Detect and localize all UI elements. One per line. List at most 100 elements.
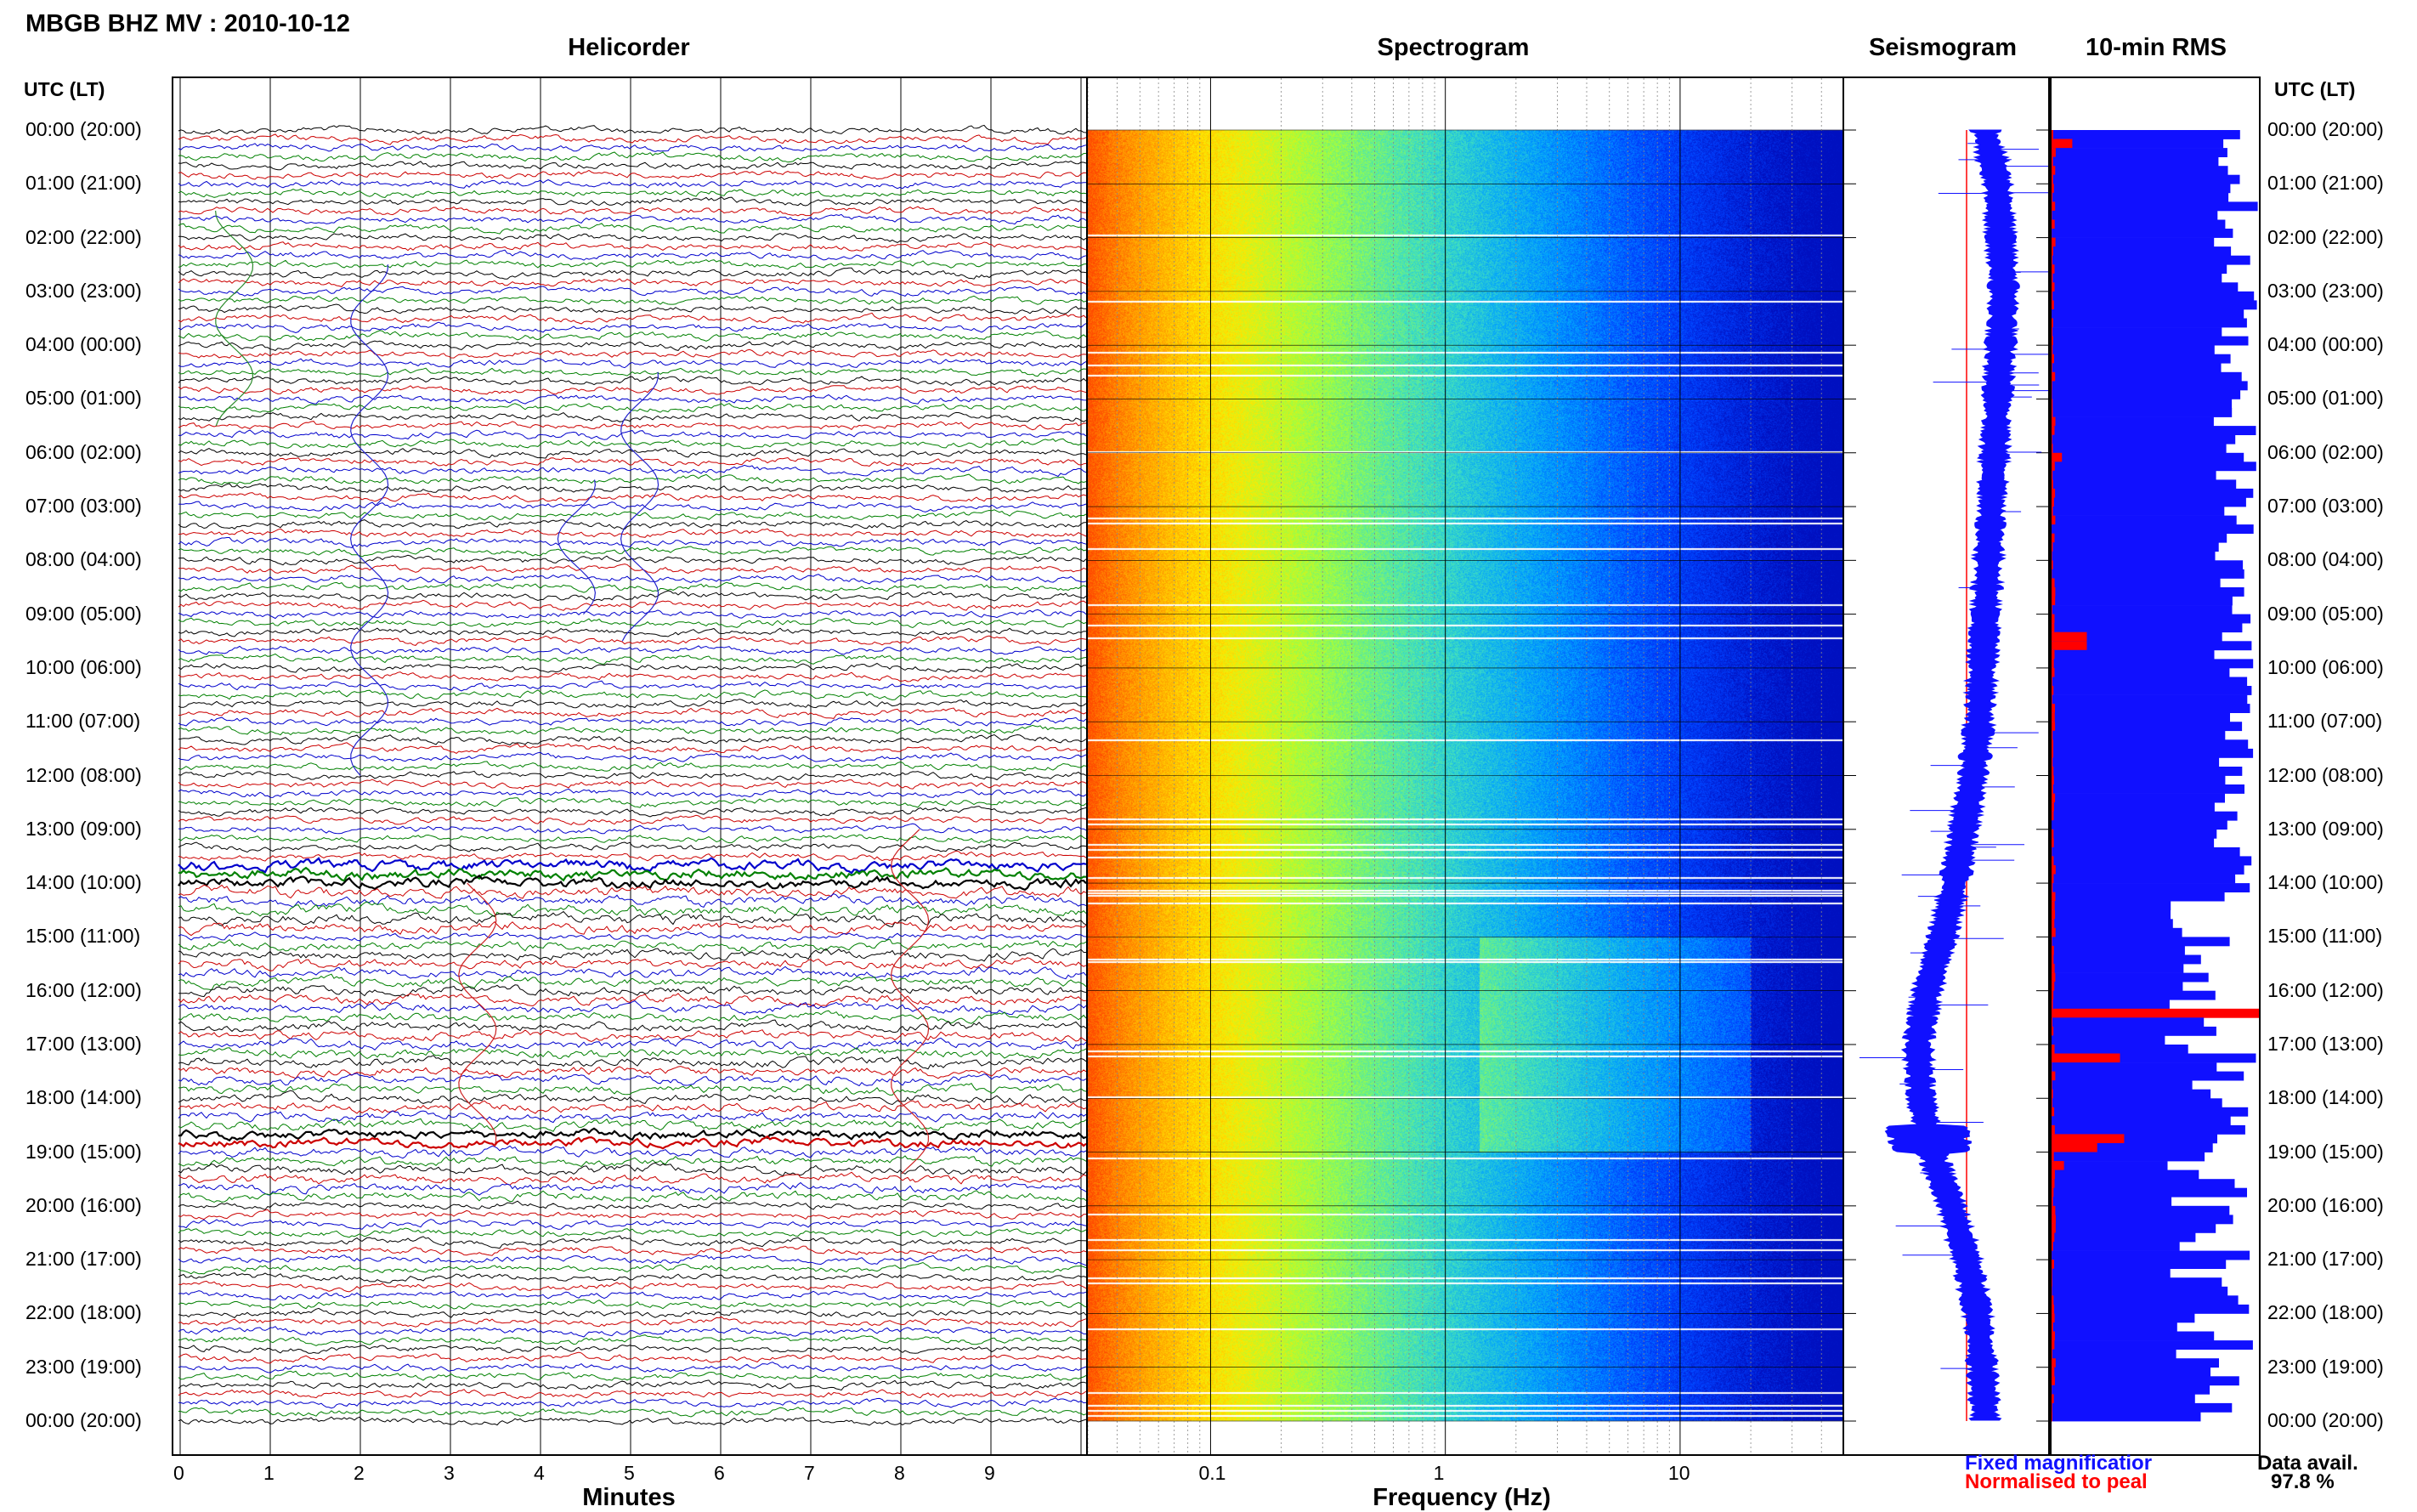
helicorder-trace [178,359,1086,368]
seismogram-panel [1842,76,2050,1456]
rms-normalised-bar [2052,489,2055,498]
helicorder-trace [178,681,1086,691]
minute-tick-label: 3 [444,1462,455,1485]
helicorder-trace [178,1308,1086,1317]
helicorder-trace [178,1228,1086,1237]
helicorder-trace [178,304,1086,314]
helicorder-trace [178,690,1086,700]
rms-normalised-bar [2052,148,2056,157]
time-tick-label: 20:00 (16:00) [2267,1194,2384,1217]
seismogram-title: Seismogram [1841,34,2045,62]
seismogram-plot [1844,78,2048,1454]
rms-bar [2052,220,2225,229]
helicorder-trace [178,313,1086,324]
helicorder-trace [178,268,1086,279]
rms-bar [2052,919,2173,928]
rms-bar [2052,462,2256,471]
rms-normalised-bar [2052,220,2055,229]
rms-bar [2052,659,2253,668]
time-tick-label: 07:00 (03:00) [2267,495,2384,518]
time-tick-label: 03:00 (23:00) [25,280,142,303]
rms-bar [2052,1277,2222,1287]
rms-normalised-bar [2052,856,2054,865]
helicorder-trace [178,279,1086,286]
minute-tick-label: 5 [624,1462,635,1485]
rms-bar [2052,372,2242,382]
helicorder-trace [178,546,1086,557]
rms-bar [2052,274,2222,283]
rms-bar [2052,569,2244,579]
time-tick-label: 08:00 (04:00) [25,548,142,571]
rms-bar [2052,1035,2165,1045]
rms-bar [2052,1107,2248,1117]
rms-bar [2052,184,2230,193]
rms-normalised-bar [2052,264,2055,274]
rms-bar [2052,534,2227,543]
rms-normalised-bar [2052,157,2053,167]
rms-bar [2052,524,2254,534]
rms-normalised-bar [2052,875,2054,884]
rms-bar [2052,1269,2171,1278]
rms-bar [2052,1251,2250,1260]
rms-normalised-bar [2052,282,2055,292]
rms-normalised-bar [2052,534,2055,543]
rms-normalised-bar [2052,623,2054,632]
rms-bar [2052,444,2227,453]
rms-bar [2052,229,2233,238]
rms-bar [2052,238,2214,247]
helicorder-trace [178,1201,1086,1210]
rms-normalised-bar [2052,614,2055,624]
rms-normalised-bar [2052,722,2055,731]
helicorder-trace [178,171,1086,180]
time-tick-label: 21:00 (17:00) [25,1248,142,1271]
time-tick-label: 15:00 (11:00) [2267,925,2382,948]
helicorder-trace [178,422,1086,430]
rms-bar [2052,820,2227,830]
helicorder-trace [178,922,1086,936]
helicorder-trace [178,1048,1086,1059]
helicorder-trace [178,377,1086,386]
time-tick-label: 11:00 (07:00) [2267,710,2382,733]
rms-bar [2052,256,2250,265]
helicorder-trace [178,538,1086,548]
minute-tick-label: 1 [263,1462,275,1485]
rms-bar [2052,1215,2233,1224]
rms-bar [2052,201,2258,211]
rms-bar [2052,784,2244,794]
rms-bar [2052,883,2250,892]
rms-bar [2052,1358,2219,1368]
helicorder-trace [178,1300,1086,1309]
rms-normalised-bar [2052,1090,2053,1099]
data-avail-value: 97.8 % [2271,1470,2335,1494]
rms-bar [2052,1027,2216,1036]
helicorder-trace [178,932,1086,941]
rms-bar [2052,282,2238,292]
rms-bar [2052,739,2248,749]
helicorder-trace [178,1146,1086,1158]
helicorder-trace [178,224,1086,234]
helicorder-trace [178,465,1086,476]
rms-bar [2052,1045,2188,1054]
rms-bar [2052,1062,2216,1072]
time-tick-label: 14:00 (10:00) [25,871,142,894]
rms-bar [2052,399,2232,409]
time-tick-label: 18:00 (14:00) [2267,1086,2384,1109]
helicorder-trace [178,575,1086,584]
rms-bar [2052,1080,2193,1090]
helicorder-trace [178,234,1086,243]
helicorder-trace [178,286,1086,297]
helicorder-trace [178,646,1086,654]
helicorder-title: Helicorder [476,34,782,62]
rms-bar [2052,1368,2210,1377]
rms-normalised-bar [2052,1340,2054,1350]
rms-normalised-bar [2052,560,2053,569]
seismogram-envelope [1885,130,2019,1420]
rms-bar [2052,264,2227,274]
time-tick-label: 13:00 (09:00) [25,818,142,841]
helicorder-trace [178,1254,1086,1266]
helicorder-trace [178,1183,1086,1196]
rms-bar [2052,507,2224,516]
rms-bar [2052,1098,2222,1107]
rms-normalised-bar [2052,946,2054,955]
helicorder-trace [178,529,1086,537]
